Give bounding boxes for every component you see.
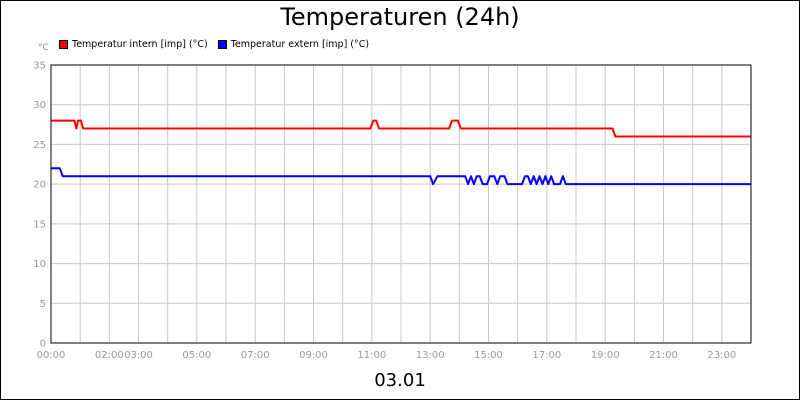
series-line-extern (51, 167, 751, 186)
legend-swatch-intern (59, 40, 68, 49)
x-tick-label: 11:00 (357, 350, 386, 361)
legend-item-intern: Temperatur intern [imp] (°C) (59, 39, 208, 50)
y-tick-label: 5 (40, 299, 46, 310)
x-tick-label: 21:00 (649, 350, 678, 361)
legend-item-extern: Temperatur extern [imp] (°C) (217, 39, 370, 50)
legend-label-intern: Temperatur intern [imp] (°C) (72, 39, 208, 50)
series-line-intern (51, 119, 751, 138)
y-tick-label: 10 (33, 259, 46, 270)
x-tick-label: 13:00 (416, 350, 445, 361)
x-tick-label: 02:00 (95, 350, 124, 361)
x-tick-label: 09:00 (299, 350, 328, 361)
y-tick-label: 20 (33, 180, 46, 191)
x-tick-label: 03:00 (124, 350, 153, 361)
chart-title: Temperaturen (24h) (280, 3, 520, 31)
x-tick-label: 15:00 (474, 350, 503, 361)
y-tick-label: 25 (33, 140, 46, 151)
x-tick-label: 00:00 (37, 350, 66, 361)
plot-border (50, 64, 752, 344)
x-tick-label: 07:00 (241, 350, 270, 361)
x-tick-label: 05:00 (182, 350, 211, 361)
y-unit-label: °C (38, 43, 49, 53)
x-tick-label: 17:00 (532, 350, 561, 361)
y-tick-label: 15 (33, 219, 46, 230)
y-tick-label: 35 (33, 61, 46, 72)
y-tick-label: 30 (33, 100, 46, 111)
date-label: 03.01 (374, 370, 426, 391)
legend-swatch-extern (217, 40, 227, 49)
x-tick-label: 23:00 (707, 350, 736, 361)
x-tick-label: 19:00 (591, 350, 620, 361)
y-tick-label: 0 (40, 339, 46, 350)
legend: Temperatur intern [imp] (°C) Temperatur … (59, 39, 369, 50)
legend-label-extern: Temperatur extern [imp] (°C) (230, 39, 370, 50)
